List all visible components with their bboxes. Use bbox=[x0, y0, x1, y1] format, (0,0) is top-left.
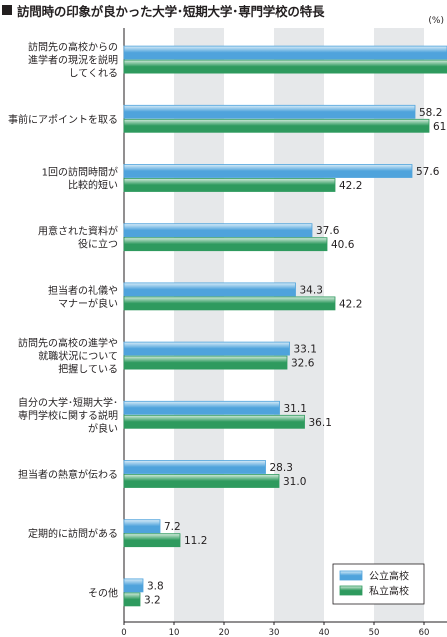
bar-public bbox=[123, 460, 266, 474]
bar-public bbox=[123, 45, 447, 60]
value-label: 31.1 bbox=[284, 403, 307, 415]
x-tick-label: 30 bbox=[269, 628, 280, 637]
legend-label: 公立高校 bbox=[369, 570, 409, 583]
legend-label: 私立高校 bbox=[369, 585, 409, 598]
bar-public bbox=[123, 223, 313, 238]
category-label: が良い bbox=[88, 422, 118, 435]
bar-private bbox=[123, 355, 288, 370]
category-label: 自分の大学･短期大学･ bbox=[18, 396, 118, 409]
value-labels: 64.667.758.261.057.642.237.640.634.342.2… bbox=[144, 107, 447, 607]
value-label: 3.2 bbox=[144, 594, 161, 606]
value-label: 33.1 bbox=[294, 344, 317, 356]
bar-public bbox=[123, 104, 416, 119]
bar-public bbox=[123, 341, 290, 356]
value-label: 28.3 bbox=[270, 462, 293, 474]
category-label: 役に立つ bbox=[78, 238, 118, 251]
bar-private bbox=[123, 533, 181, 548]
value-label: 61.0 bbox=[433, 121, 447, 133]
category-label: 就職状況について bbox=[38, 350, 118, 363]
title-square-icon bbox=[2, 5, 12, 15]
value-label: 34.3 bbox=[300, 284, 323, 296]
category-label: 把握している bbox=[58, 363, 118, 376]
value-label: 31.0 bbox=[283, 476, 306, 488]
category-label: その他 bbox=[88, 586, 118, 599]
value-label: 7.2 bbox=[164, 521, 181, 533]
bar-public bbox=[123, 400, 280, 415]
category-label: 比較的短い bbox=[68, 179, 118, 192]
bar-private bbox=[123, 414, 305, 429]
bar-private bbox=[123, 178, 336, 192]
category-label: 定期的に訪問がある bbox=[28, 527, 118, 540]
category-label: 1回の訪問時間が bbox=[42, 166, 118, 179]
value-label: 11.2 bbox=[184, 535, 207, 547]
legend-swatch bbox=[339, 585, 363, 596]
value-label: 37.6 bbox=[316, 225, 340, 237]
category-label: 訪問先の高校からの bbox=[28, 41, 118, 54]
bar-public bbox=[123, 164, 413, 178]
bars bbox=[123, 45, 447, 607]
value-label: 42.2 bbox=[339, 180, 362, 192]
value-label: 36.1 bbox=[309, 417, 332, 429]
value-label: 40.6 bbox=[331, 239, 355, 251]
category-label: 専門学校に関する説明 bbox=[18, 409, 118, 422]
x-tick-label: 40 bbox=[319, 628, 330, 637]
x-tick-label: 60 bbox=[419, 628, 430, 637]
legend-box bbox=[332, 563, 425, 605]
chart-title-row: 訪問時の印象が良かった大学･短期大学･専門学校の特長 bbox=[2, 0, 447, 20]
bar-public bbox=[123, 282, 296, 297]
x-tick-labels: 01020304050607080 bbox=[121, 622, 430, 637]
bar-private bbox=[123, 59, 447, 74]
chart-title: 訪問時の印象が良かった大学･短期大学･専門学校の特長 bbox=[17, 3, 325, 19]
category-label: 担当者の礼儀や bbox=[48, 284, 118, 297]
category-label: 事前にアポイントを取る bbox=[8, 113, 118, 126]
bar-private bbox=[123, 474, 280, 488]
x-tick-label: 10 bbox=[169, 628, 180, 637]
value-label: 42.2 bbox=[339, 298, 362, 310]
value-label: 57.6 bbox=[416, 166, 440, 178]
legend-swatch bbox=[339, 570, 363, 581]
category-label: 担当者の熱意が伝わる bbox=[18, 468, 118, 481]
x-tick-label: 0 bbox=[121, 628, 126, 637]
bar-public bbox=[123, 519, 161, 534]
bar-private bbox=[123, 592, 141, 607]
value-label: 58.2 bbox=[419, 107, 442, 119]
category-label: 進学者の現況を説明 bbox=[28, 54, 118, 67]
value-label: 32.6 bbox=[291, 358, 315, 370]
category-label: してくれる bbox=[69, 68, 118, 80]
bar-private bbox=[123, 118, 430, 133]
category-label: 訪問先の高校の進学や bbox=[18, 337, 118, 350]
x-tick-label: 50 bbox=[369, 628, 380, 637]
category-label: マナーが良い bbox=[58, 297, 118, 310]
bar-private bbox=[123, 296, 336, 311]
bar-public bbox=[123, 578, 144, 593]
unit-label: (%) bbox=[428, 16, 444, 26]
category-label: 用意された資料が bbox=[38, 225, 118, 238]
bar-private bbox=[123, 237, 328, 252]
value-label: 3.8 bbox=[147, 580, 164, 592]
x-tick-label: 20 bbox=[219, 628, 230, 637]
